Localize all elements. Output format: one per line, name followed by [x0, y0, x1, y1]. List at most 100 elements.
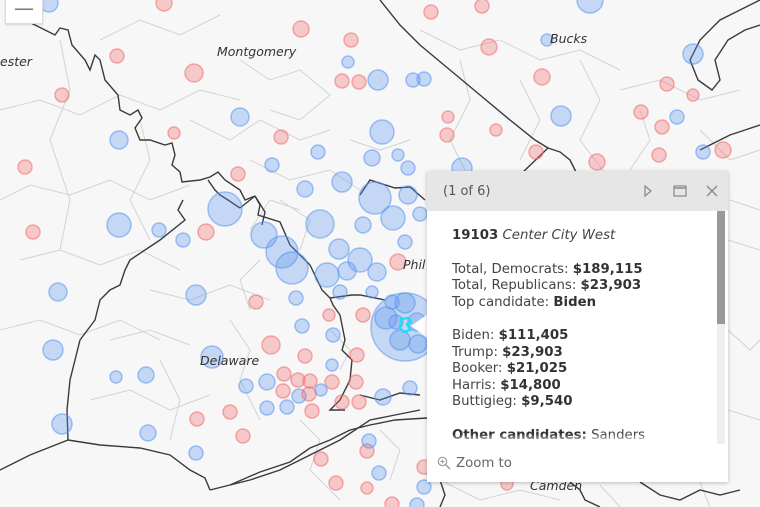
- democrat-dot[interactable]: [363, 149, 381, 167]
- republican-dot[interactable]: [528, 144, 544, 160]
- democrat-dot[interactable]: [230, 107, 250, 127]
- democrat-dot[interactable]: [374, 388, 392, 406]
- democrat-dot[interactable]: [402, 380, 418, 396]
- democrat-dot[interactable]: [394, 292, 416, 314]
- democrat-dot[interactable]: [200, 345, 224, 369]
- republican-dot[interactable]: [290, 372, 306, 388]
- republican-dot[interactable]: [328, 475, 344, 491]
- republican-dot[interactable]: [292, 20, 310, 38]
- democrat-dot[interactable]: [279, 399, 295, 415]
- republican-dot[interactable]: [360, 481, 374, 495]
- republican-dot[interactable]: [25, 224, 41, 240]
- republican-dot[interactable]: [334, 394, 350, 410]
- democrat-dot[interactable]: [365, 285, 379, 299]
- republican-dot[interactable]: [324, 374, 340, 390]
- republican-dot[interactable]: [109, 48, 125, 64]
- republican-dot[interactable]: [275, 383, 291, 399]
- democrat-dot[interactable]: [305, 209, 335, 239]
- contribution-dots[interactable]: [17, 0, 732, 507]
- democrat-dot[interactable]: [412, 206, 428, 222]
- zoom-out-button[interactable]: —: [5, 0, 43, 24]
- democrat-dot[interactable]: [369, 119, 395, 145]
- democrat-dot[interactable]: [354, 216, 372, 234]
- democrat-dot[interactable]: [51, 413, 73, 435]
- republican-dot[interactable]: [304, 403, 320, 419]
- democrat-dot[interactable]: [294, 318, 310, 334]
- democrat-dot[interactable]: [175, 232, 191, 248]
- democrat-dot[interactable]: [361, 433, 377, 449]
- popup-scrollbar[interactable]: [717, 211, 725, 444]
- republican-dot[interactable]: [351, 74, 367, 90]
- democrat-dot[interactable]: [325, 327, 341, 343]
- selected-zip-cluster[interactable]: [370, 292, 440, 362]
- democrat-dot[interactable]: [314, 383, 328, 397]
- democrat-dot[interactable]: [367, 262, 387, 282]
- republican-dot[interactable]: [273, 129, 289, 145]
- democrat-dot[interactable]: [314, 262, 340, 288]
- republican-dot[interactable]: [654, 119, 670, 135]
- democrat-dot[interactable]: [151, 222, 167, 238]
- republican-dot[interactable]: [423, 4, 439, 20]
- democrat-dot[interactable]: [380, 205, 406, 231]
- republican-dot[interactable]: [489, 123, 503, 137]
- republican-dot[interactable]: [714, 141, 732, 159]
- democrat-dot[interactable]: [238, 378, 254, 394]
- democrat-dot[interactable]: [391, 148, 405, 162]
- democrat-dot[interactable]: [275, 251, 309, 285]
- democrat-dot[interactable]: [397, 234, 413, 250]
- democrat-dot[interactable]: [258, 373, 276, 391]
- republican-dot[interactable]: [54, 87, 70, 103]
- republican-dot[interactable]: [348, 374, 364, 390]
- republican-dot[interactable]: [155, 0, 173, 12]
- democrat-dot[interactable]: [398, 185, 418, 205]
- close-button[interactable]: [696, 171, 728, 211]
- republican-dot[interactable]: [651, 147, 667, 163]
- democrat-dot[interactable]: [310, 144, 326, 160]
- republican-dot[interactable]: [313, 451, 329, 467]
- republican-dot[interactable]: [222, 404, 238, 420]
- republican-dot[interactable]: [301, 386, 317, 402]
- scrollbar-thumb[interactable]: [717, 211, 725, 324]
- republican-dot[interactable]: [659, 76, 675, 92]
- zoom-to-button[interactable]: Zoom to: [427, 444, 728, 482]
- republican-dot[interactable]: [189, 411, 205, 427]
- democrat-dot[interactable]: [374, 306, 398, 330]
- democrat-dot[interactable]: [367, 69, 389, 91]
- democrat-dot[interactable]: [331, 171, 353, 193]
- republican-dot[interactable]: [686, 88, 700, 102]
- democrat-dot[interactable]: [341, 55, 355, 69]
- democrat-dot[interactable]: [405, 72, 421, 88]
- democrat-dot[interactable]: [207, 191, 243, 227]
- republican-dot[interactable]: [633, 104, 649, 120]
- democrat-dot[interactable]: [288, 290, 304, 306]
- republican-dot[interactable]: [297, 348, 313, 364]
- democrat-dot[interactable]: [188, 445, 204, 461]
- republican-dot[interactable]: [349, 347, 365, 363]
- republican-dot[interactable]: [17, 159, 33, 175]
- democrat-dot[interactable]: [540, 33, 554, 47]
- republican-dot[interactable]: [588, 153, 606, 171]
- democrat-dot[interactable]: [109, 130, 129, 150]
- democrat-dot[interactable]: [695, 144, 711, 160]
- republican-dot[interactable]: [384, 496, 400, 507]
- dock-button[interactable]: [664, 171, 696, 211]
- democrat-dot[interactable]: [265, 235, 299, 269]
- democrat-dot[interactable]: [682, 43, 704, 65]
- republican-dot[interactable]: [533, 68, 551, 86]
- republican-dot[interactable]: [230, 166, 246, 182]
- democrat-dot[interactable]: [328, 238, 350, 260]
- democrat-dot[interactable]: [669, 109, 685, 125]
- democrat-dot[interactable]: [264, 157, 280, 173]
- republican-dot[interactable]: [389, 253, 407, 271]
- next-feature-button[interactable]: [632, 171, 664, 211]
- democrat-dot[interactable]: [185, 284, 207, 306]
- democrat-dot[interactable]: [332, 284, 348, 300]
- democrat-dot[interactable]: [137, 366, 155, 384]
- democrat-dot[interactable]: [48, 282, 68, 302]
- democrat-dot[interactable]: [416, 71, 432, 87]
- republican-dot[interactable]: [248, 294, 264, 310]
- democrat-dot[interactable]: [400, 160, 416, 176]
- republican-dot[interactable]: [334, 73, 350, 89]
- republican-dot[interactable]: [351, 394, 367, 410]
- republican-dot[interactable]: [167, 126, 181, 140]
